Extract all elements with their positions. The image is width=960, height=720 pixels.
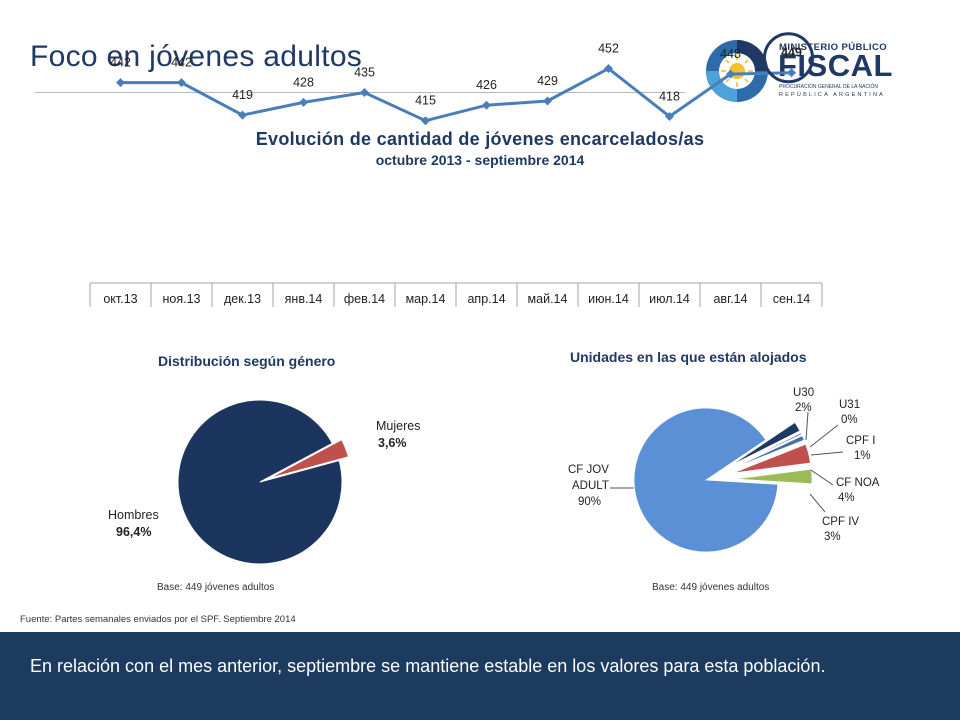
x-tick-label: июл.14 (649, 292, 690, 306)
data-point (543, 96, 552, 106)
units-pie-base-note: Base: 449 jóvenes adultos (652, 582, 770, 593)
series-line (120, 66, 792, 123)
pie-label-unit-value: 3% (824, 531, 841, 543)
pie-label-unit-value: 2% (795, 402, 812, 414)
units-pie-title: Unidades en las que están alojados (570, 349, 807, 365)
pie-label-unit-value: 90% (578, 496, 601, 508)
line-chart-subtitle: octubre 2013 - septiembre 2014 (375, 152, 585, 168)
x-tick-label: апр.14 (467, 292, 505, 306)
gender-pie-title: Distribución según género (158, 353, 336, 369)
data-point (238, 110, 247, 120)
x-tick-label: авг.14 (713, 292, 747, 306)
pie-label-hombres-name: Hombres (108, 508, 159, 522)
pie-label-unit-name: U31 (839, 399, 860, 411)
pie-slice-hombres (177, 399, 343, 565)
logo-line-1: MINISTERIO PÚBLICO (779, 42, 888, 53)
data-point (299, 97, 308, 107)
line-chart-title: Evolución de cantidad de jóvenes encarce… (255, 129, 705, 149)
data-label: 415 (415, 94, 436, 108)
data-point (360, 88, 369, 97)
ministerio-publico-fiscal-logo: MINISTERIO PÚBLICO FISCAL PROCURACIÓN GE… (704, 38, 904, 104)
pie-leader-line (810, 469, 834, 486)
x-tick-label: мар.14 (406, 292, 446, 306)
pie-label-unit-name: ADULT (572, 480, 609, 492)
data-label: 448 (720, 47, 741, 61)
x-tick-label: ноя.13 (162, 292, 200, 306)
data-label: 452 (598, 42, 619, 56)
source-note: Fuente: Partes semanales enviados por el… (20, 614, 296, 625)
pie-slice-unit (733, 468, 813, 485)
data-label: 419 (232, 88, 253, 102)
data-label: 426 (476, 78, 497, 92)
pie-slice-unit (731, 435, 805, 470)
pie-slice-unit (732, 443, 811, 474)
pie-label-unit-name: U30 (793, 387, 814, 399)
pie-label-unit-name: CPF I (846, 435, 875, 447)
logo-line-3: PROCURACIÓN GENERAL DE LA NACIÓN (779, 84, 879, 90)
highlight-circle (763, 32, 814, 84)
pie-label-unit-value: 0% (841, 414, 858, 426)
pie-label-unit-value: 1% (854, 450, 871, 462)
pie-leader-line (809, 424, 839, 448)
x-tick-label: июн.14 (588, 292, 629, 306)
pie-label-unit-value: 4% (838, 492, 855, 504)
data-label: 449 (781, 46, 802, 60)
data-label: 435 (354, 66, 375, 80)
pie-leader-line (810, 451, 844, 456)
data-point (604, 64, 613, 74)
gender-pie-base-note: Base: 449 jóvenes adultos (157, 582, 275, 593)
data-point (177, 78, 186, 88)
x-tick-label: окт.13 (103, 292, 137, 306)
x-tick-label: май.14 (528, 292, 568, 306)
data-label: 442 (110, 56, 131, 70)
page-title: Foco en jóvenes adultos (30, 40, 363, 73)
pie-slice-unit (633, 407, 779, 553)
data-label: 418 (659, 89, 680, 103)
logo-line-2: FISCAL (778, 48, 893, 83)
pie-label-unit-name: CF JOV (568, 464, 609, 476)
pie-label-unit-name: CF NOA (836, 477, 880, 489)
summary-banner-text: En relación con el mes anterior, septiem… (30, 656, 826, 676)
data-point (421, 116, 430, 126)
x-tick-label: фев.14 (344, 292, 385, 306)
summary-banner (0, 632, 960, 720)
data-label: 428 (293, 75, 314, 89)
pie-label-mujeres-value: 3,6% (378, 436, 407, 450)
pie-slice-mujeres (269, 438, 350, 479)
data-label: 429 (537, 74, 558, 88)
pie-leader-line (805, 411, 809, 441)
charts-canvas: окт.13 ноя.13 дек.13 янв.14 фев.14 мар.14 апр.… (89, 32, 880, 565)
pie-slice-unit (730, 432, 803, 469)
pie-leader-line (809, 493, 826, 513)
pie-slice-unit (729, 421, 801, 467)
logo-line-4: REPÚBLICA ARGENTINA (779, 92, 885, 98)
pie-label-hombres-value: 96,4% (116, 525, 151, 539)
x-tick-label: дек.13 (224, 292, 261, 306)
x-tick-label: сен.14 (773, 292, 811, 306)
data-point (116, 78, 125, 88)
data-point (665, 111, 674, 121)
pie-label-mujeres-name: Mujeres (376, 419, 420, 433)
data-point (482, 100, 491, 110)
data-point (726, 69, 735, 79)
pie-label-unit-name: CPF IV (822, 516, 859, 528)
x-tick-label: янв.14 (285, 292, 323, 306)
data-point (787, 68, 796, 78)
data-label: 442 (171, 56, 192, 70)
